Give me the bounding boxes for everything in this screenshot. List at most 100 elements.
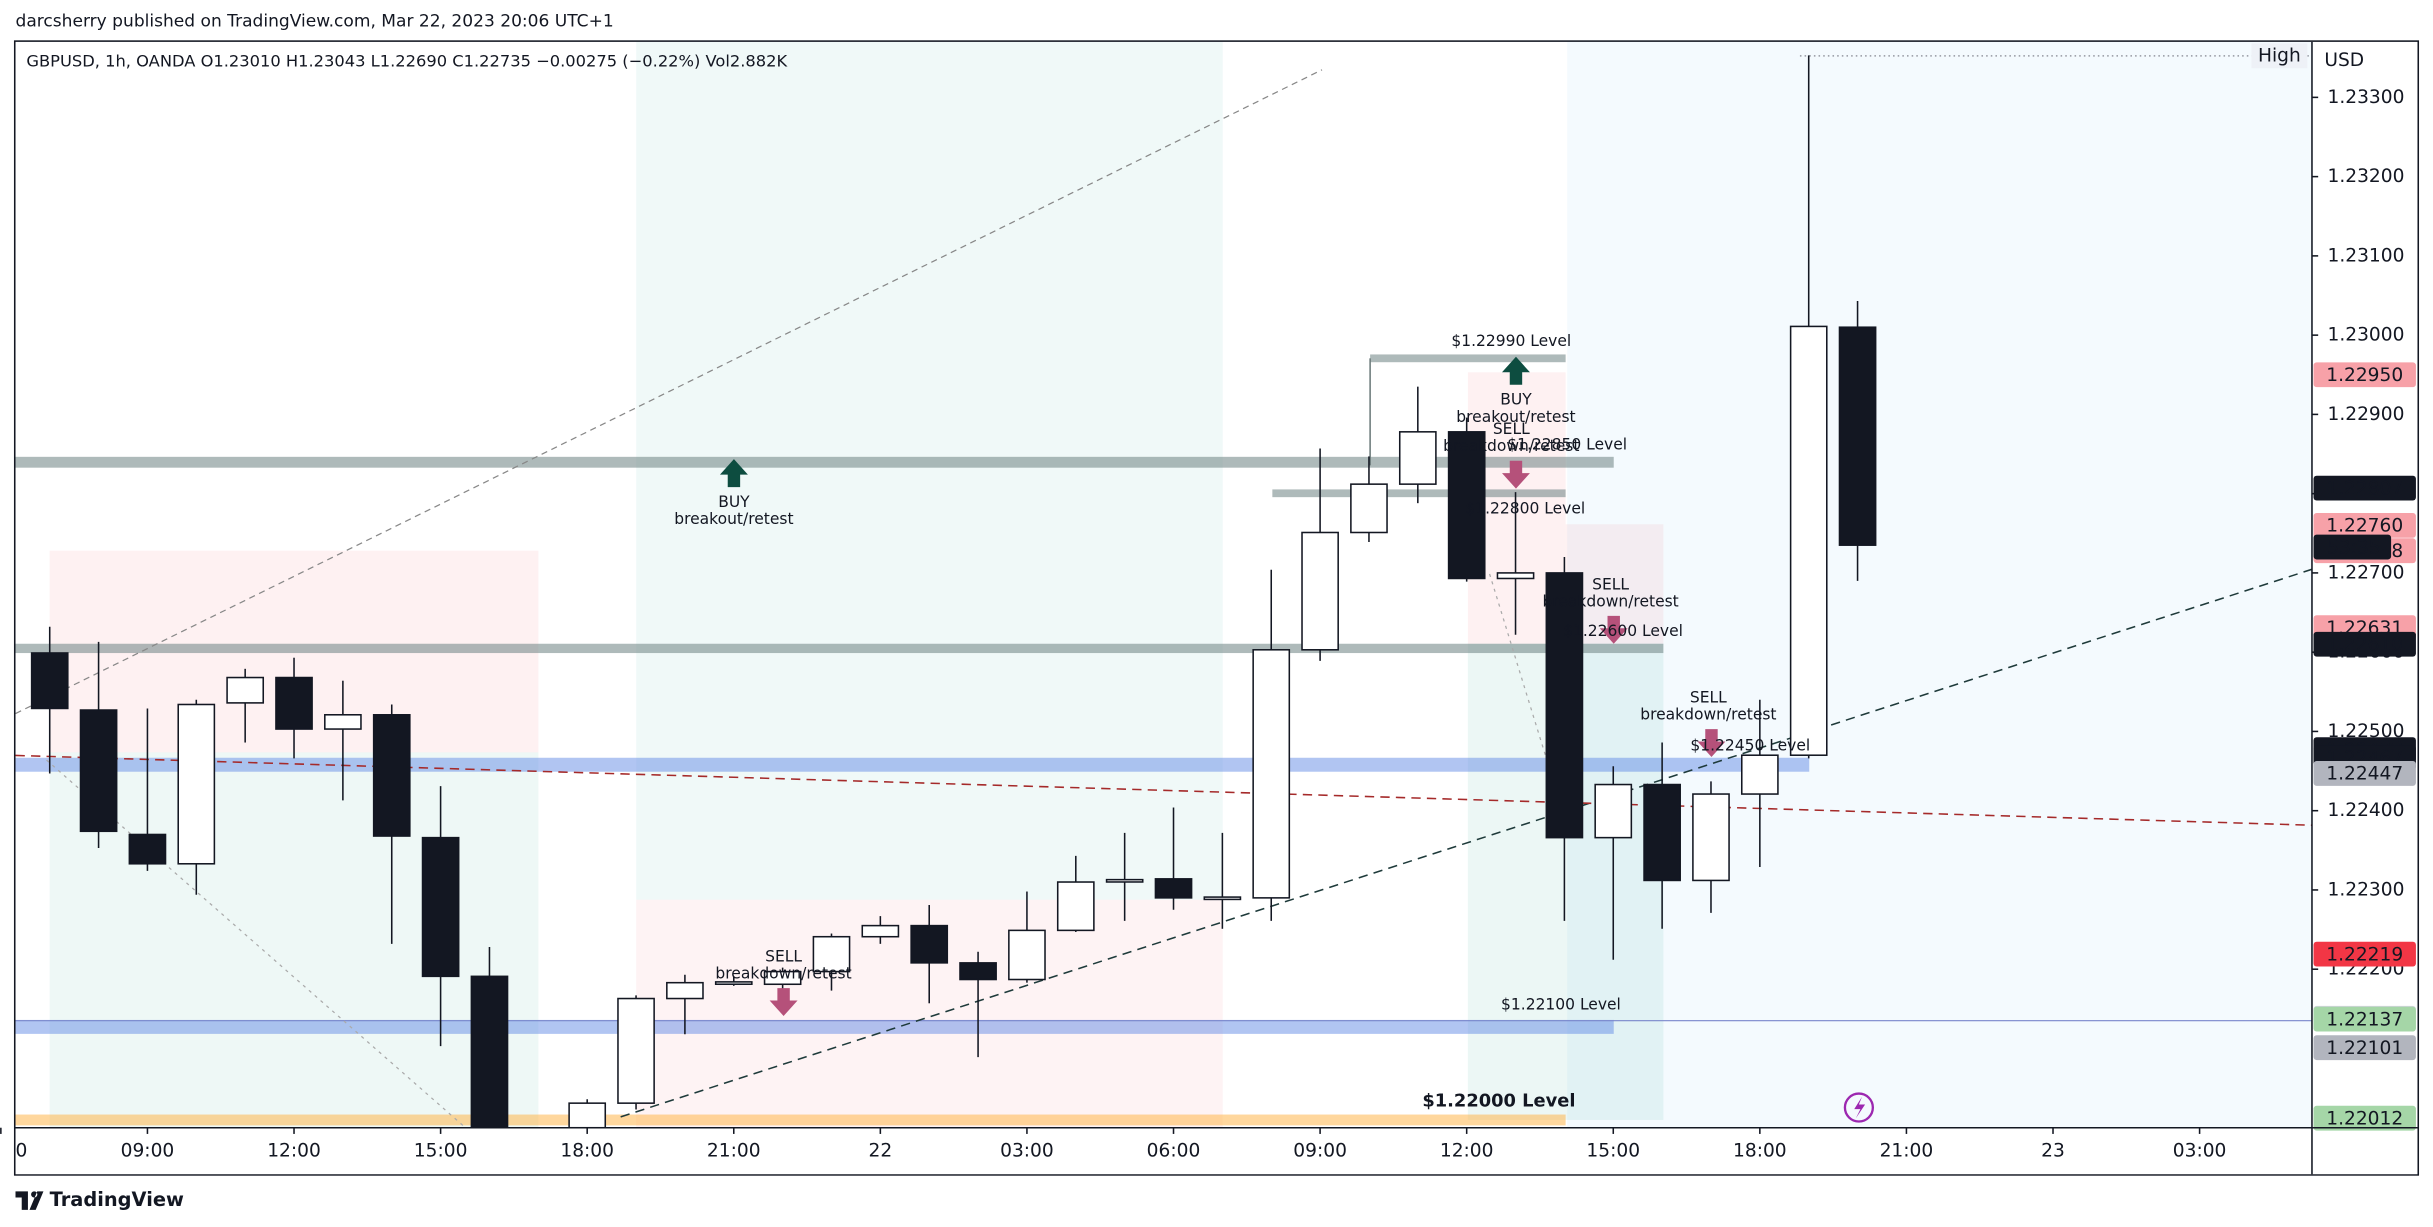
candle-body [666, 981, 704, 1000]
level-band [15, 1114, 1566, 1126]
frame [13, 40, 2420, 1176]
annotation: breakdown/retest [1640, 706, 1776, 724]
x-tick-label: 0 [16, 1140, 28, 1161]
candle-body [226, 676, 265, 704]
x-tick-label: 12:00 [267, 1140, 321, 1161]
candle-body [1350, 483, 1388, 534]
candle-body [1398, 431, 1437, 485]
annotation: $1.22990 Level [1451, 332, 1571, 350]
publish-header: darcsherry published on TradingView.com,… [16, 12, 614, 32]
price-label: 1.22447 [2326, 764, 2403, 785]
y-tick-label: 1.22700 [2327, 562, 2404, 583]
alert-icon[interactable] [1843, 1092, 1875, 1123]
candle-body [1545, 572, 1584, 839]
x-tick-label: 03:00 [2173, 1140, 2227, 1161]
candle-body [470, 975, 509, 1128]
annotation: breakout/retest [1456, 408, 1575, 426]
candle-body [421, 836, 460, 978]
annotation: $1.22600 Level [1563, 622, 1683, 640]
level-band [1272, 489, 1566, 498]
signal-arrow [1502, 460, 1530, 489]
drawn-line [15, 69, 1323, 715]
x-tick-label: 09:00 [1293, 1140, 1347, 1161]
candle-body [30, 652, 69, 710]
price-label-box [2313, 512, 2416, 538]
price-label: 1.22950 [2326, 365, 2403, 386]
level-band [1370, 354, 1566, 363]
candle-body [763, 970, 802, 986]
candle-body [1008, 929, 1046, 981]
axes: 1.222001.223001.224001.225001.226001.227… [0, 69, 2418, 1161]
x-tick-label: 23 [2041, 1140, 2065, 1161]
x-tick-label: 09:00 [121, 1140, 175, 1161]
zone [49, 752, 539, 1128]
annotation: SELL [1592, 575, 1629, 593]
candle-body [812, 935, 851, 973]
footer-brand: TradingView [50, 1188, 184, 1211]
price-label-box [2313, 475, 2416, 501]
price-label: 1.22012 [2326, 1108, 2403, 1129]
y-tick-label: 1.22500 [2327, 721, 2404, 742]
signal-arrow [1697, 729, 1726, 757]
x-tick-label: 03:00 [1000, 1140, 1054, 1161]
annotation: $1.22450 Level [1690, 737, 1810, 755]
annotation: breakout/retest [674, 510, 793, 528]
alert-bolt [1854, 1096, 1866, 1119]
candle-body [861, 924, 900, 938]
annotation: $1.22000 Level [1422, 1090, 1575, 1111]
price-label-box [2313, 1105, 2416, 1131]
y-tick-label: 1.23100 [2327, 245, 2404, 266]
price-label-box [2313, 941, 2416, 967]
level-band [15, 456, 1614, 468]
candle-body [1105, 878, 1144, 883]
annotation: breakdown/retest [715, 965, 851, 983]
zone [1567, 41, 2312, 1128]
price-label-box [2313, 1035, 2416, 1061]
candle-body [1203, 896, 1242, 901]
y-tick-label: 1.23300 [2327, 87, 2404, 108]
candle-body [1692, 793, 1730, 882]
candle-body [1838, 326, 1877, 546]
annotation: BUY [1500, 391, 1532, 409]
candle-body [1056, 881, 1095, 932]
price-label: 1.22101 [2326, 1038, 2403, 1059]
drawn-line [620, 568, 2312, 1118]
candle-body [1789, 325, 1828, 756]
annotation: SELL [765, 948, 802, 966]
candle-body [128, 833, 167, 865]
candle-body [1301, 531, 1339, 651]
x-tick-label: 15:00 [1586, 1140, 1640, 1161]
countdown: 53:35 [2327, 537, 2381, 558]
x-tick-label: 12:00 [1440, 1140, 1494, 1161]
candle-body [910, 924, 949, 964]
annotation: SELL [1493, 420, 1530, 438]
signal-arrow [1502, 356, 1530, 385]
x-tick-label: 15:00 [414, 1140, 468, 1161]
price-label: 1.22807 [2326, 478, 2403, 499]
annotation: $1.22800 Level [1465, 499, 1585, 517]
price-label: 1.22137 [2326, 1009, 2403, 1030]
x-tick-label: 18:00 [560, 1140, 614, 1161]
candle-body [1252, 649, 1291, 899]
candle-body [275, 676, 313, 730]
x-tick-label: 06:00 [1147, 1140, 1201, 1161]
y-tick-label: 1.22300 [2327, 879, 2404, 900]
y-tick-label: 1.22900 [2327, 404, 2404, 425]
legend-line: GBPUSD, 1h, OANDA O1.23010 H1.23043 L1.2… [26, 52, 788, 71]
high-marker: High [2258, 45, 2301, 66]
level-band [15, 757, 1810, 772]
x-tick-label: 22 [869, 1140, 893, 1161]
candle-body [1447, 431, 1486, 580]
footer-logo [15, 1191, 44, 1210]
x-tick-label: 18:00 [1733, 1140, 1787, 1161]
annotation: breakdown/retest [1443, 437, 1579, 455]
level-band [15, 643, 1664, 654]
candle-body [1496, 572, 1535, 580]
high-marker-box [2251, 43, 2308, 69]
candle-body [617, 997, 655, 1104]
currency-label: USD [2324, 50, 2364, 71]
annotation: $1.22850 Level [1507, 436, 1627, 454]
candle-body [372, 714, 411, 837]
